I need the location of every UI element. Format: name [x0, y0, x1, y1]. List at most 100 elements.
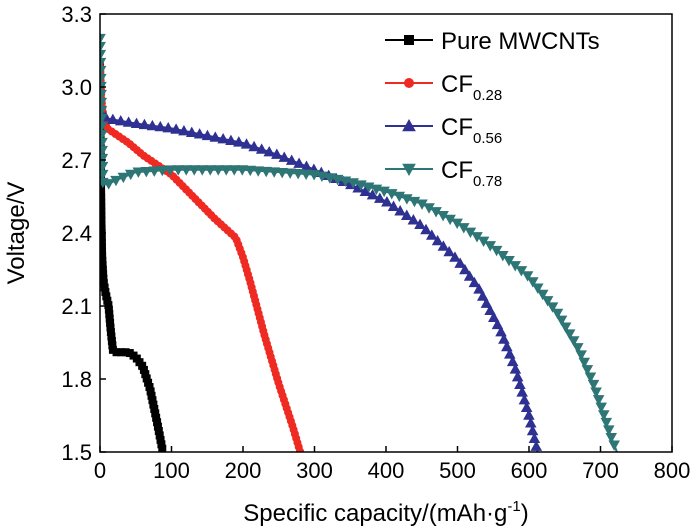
data-point [105, 310, 114, 319]
data-point [509, 363, 522, 374]
data-point [503, 256, 515, 267]
data-point [600, 417, 613, 429]
data-point [100, 49, 107, 61]
data-point [284, 168, 296, 179]
data-point [444, 214, 456, 226]
data-point [240, 138, 253, 149]
legend-item-1: Pure MWCNTs [385, 28, 600, 55]
data-point [154, 427, 163, 436]
data-point [408, 196, 421, 208]
data-point [145, 383, 154, 392]
data-point [138, 118, 151, 130]
x-tick-label: 400 [368, 458, 405, 483]
data-point [468, 276, 481, 288]
data-point [100, 161, 109, 173]
data-point [463, 270, 476, 281]
data-point [140, 166, 153, 178]
data-point [225, 134, 237, 145]
x-axis-title-main: Specific capacity/(mAh·g [243, 500, 507, 527]
legend-label-main: CF [441, 157, 473, 184]
x-tick-label: 0 [94, 458, 106, 483]
data-point [292, 169, 304, 180]
data-point [103, 296, 112, 305]
legend-marker [402, 118, 416, 132]
data-point [394, 205, 406, 216]
data-point [100, 216, 106, 225]
y-axis: 1.5 1.8 2.1 2.4 2.7 3.0 3.3 [61, 2, 106, 465]
data-point [100, 33, 106, 45]
data-point [263, 145, 276, 157]
data-point [546, 302, 559, 313]
data-point [416, 199, 428, 210]
legend-marker [402, 163, 416, 177]
data-point [605, 433, 618, 444]
data-point [146, 119, 159, 131]
legend-label-sub: 0.78 [473, 173, 502, 190]
data-point [526, 424, 539, 436]
data-point [381, 196, 393, 207]
data-point [595, 402, 608, 414]
data-point [178, 124, 190, 136]
y-tick-label: 2.1 [61, 294, 92, 319]
data-point [100, 207, 106, 216]
legend-item-3: CF0.56 [385, 114, 502, 147]
x-tick-label: 600 [511, 458, 548, 483]
data-point [276, 167, 288, 179]
data-point [106, 327, 115, 336]
data-point [100, 247, 107, 256]
data-point [100, 137, 108, 149]
data-point [423, 203, 435, 214]
data-point [387, 200, 400, 211]
data-point [138, 361, 147, 370]
data-point [117, 172, 130, 184]
data-point [100, 73, 107, 85]
legend-item-4: CF0.78 [385, 157, 502, 190]
data-point [100, 41, 106, 53]
data-point [541, 296, 554, 307]
data-point [602, 425, 615, 436]
data-point [220, 165, 233, 176]
data-point [100, 57, 107, 69]
data-point [196, 165, 209, 176]
y-tick-label: 2.4 [61, 221, 92, 246]
data-point [144, 378, 153, 387]
data-point [170, 123, 182, 134]
x-tick-label: 100 [153, 458, 190, 483]
data-point [575, 350, 587, 361]
data-point [185, 126, 198, 137]
series-2 [100, 58, 304, 452]
legend-marker [404, 78, 414, 88]
data-point [431, 234, 444, 246]
data-point [430, 207, 442, 218]
legend-label: Pure MWCNTs [441, 28, 600, 55]
data-point [400, 209, 413, 220]
legend-label-main: CF [441, 71, 473, 98]
data-point [520, 401, 533, 413]
x-tick-label: 800 [654, 458, 691, 483]
data-point [156, 165, 169, 177]
data-point [407, 214, 420, 225]
y-tick-label: 2.7 [61, 148, 92, 173]
data-point [457, 223, 470, 234]
data-point [130, 117, 143, 129]
data-point [122, 116, 135, 127]
data-point [107, 332, 116, 341]
data-point [124, 169, 137, 181]
data-point [285, 154, 298, 165]
data-point [162, 121, 174, 133]
data-point [100, 189, 106, 198]
data-point [255, 143, 268, 154]
data-point [188, 165, 201, 176]
data-point [121, 348, 130, 357]
data-point [100, 283, 109, 292]
data-point [100, 234, 106, 243]
x-tick-label: 300 [296, 458, 333, 483]
data-point [524, 417, 537, 428]
series-3 [100, 105, 543, 452]
data-point [100, 198, 106, 207]
data-point [563, 329, 576, 340]
data-point [212, 165, 225, 176]
data-point [536, 289, 549, 301]
data-point [437, 240, 450, 251]
